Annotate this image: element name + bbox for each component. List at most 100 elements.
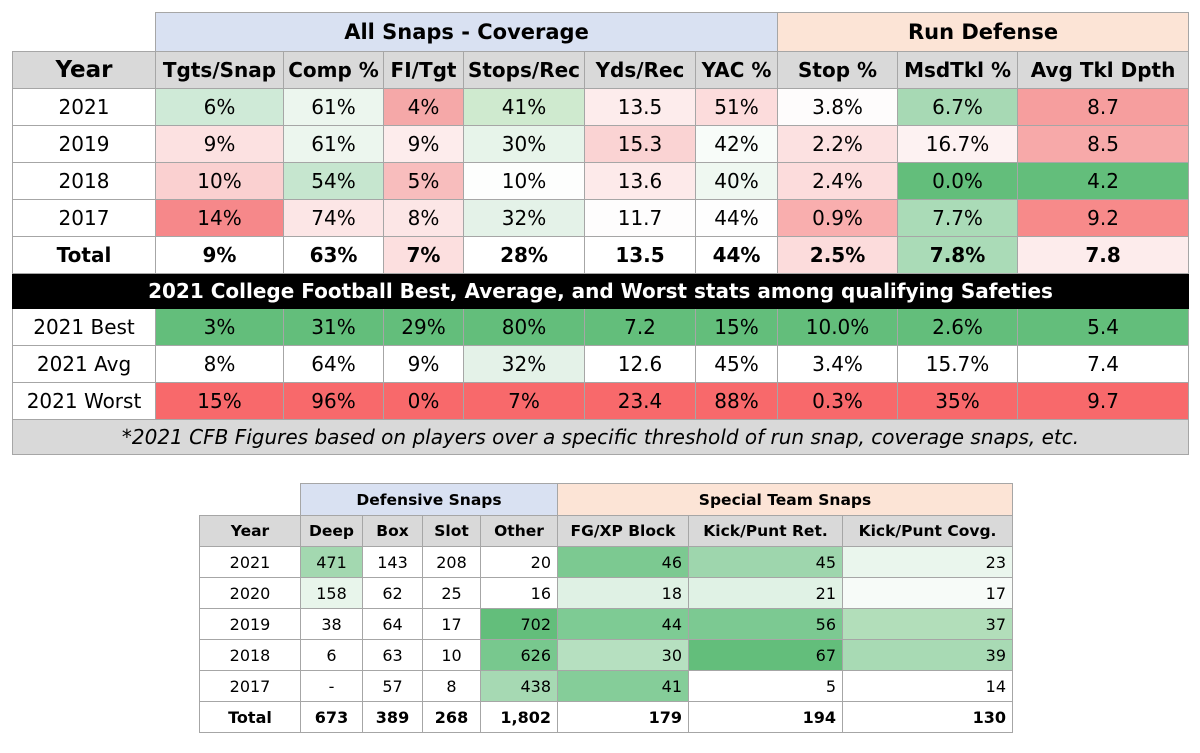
table-cell: 54% [283, 162, 384, 200]
table-cell: 30% [463, 125, 585, 163]
table-cell: 25 [422, 577, 481, 609]
table-row: 2019 38 64 17 702 44 56 37 [199, 608, 1014, 640]
table-cell: 4% [383, 88, 464, 126]
table-cell: 21 [688, 577, 844, 609]
table-cell: 6 [300, 639, 363, 671]
table-cell: 0% [383, 382, 464, 420]
table-cell: 194 [688, 701, 844, 733]
row-label: 2021 [199, 546, 301, 578]
table-cell: 8% [155, 345, 284, 383]
table-cell: 13.5 [584, 236, 696, 274]
column-header: Kick/Punt Covg. [842, 515, 1014, 547]
column-header: Other [479, 515, 559, 547]
table-cell: 9% [155, 236, 284, 274]
table-cell: 2.2% [777, 125, 899, 163]
row-label: Total [199, 701, 301, 733]
table-cell: 80% [463, 308, 585, 346]
column-header-row: Year Tgts/Snap Comp % FI/Tgt Stops/Rec Yds/Re… [12, 51, 1190, 89]
table-cell: 67 [688, 639, 844, 671]
table-row: Total 673 389 268 1,802 179 194 130 [199, 701, 1014, 733]
column-header: MsdTkl % [897, 51, 1019, 89]
table-row: Total 9% 63% 7% 28% 13.5 44% 2.5% 7.8% 7.8 [12, 236, 1190, 274]
table-cell: 62 [362, 577, 423, 609]
table-cell: 8.5 [1017, 125, 1190, 163]
column-header: Tgts/Snap [155, 51, 284, 89]
footnote-row: *2021 CFB Figures based on players over … [11, 419, 1190, 455]
table-cell: 13.5 [584, 88, 696, 126]
table-cell: 9.2 [1017, 199, 1190, 237]
reference-row: 2021 Best 3% 31% 29% 80% 7.2 15% 10.0% 2.6% 5.4 [12, 308, 1190, 346]
column-header: FI/Tgt [383, 51, 464, 89]
table-cell: 40% [694, 162, 779, 200]
row-label: 2017 [199, 670, 301, 702]
group-header-row: All Snaps - Coverage Run Defense [12, 12, 1190, 52]
reference-row: 2021 Worst 15% 96% 0% 7% 23.4 88% 0.3% 35% 9.7 [12, 382, 1190, 420]
table-cell: 41 [557, 670, 690, 702]
table-cell: 74% [283, 199, 384, 237]
table-cell: 9% [383, 125, 464, 163]
banner-text: 2021 College Football Best, Average, and… [11, 273, 1190, 309]
table-cell: 15% [694, 308, 779, 346]
table-cell: 42% [694, 125, 779, 163]
table-row: 2018 6 63 10 626 30 67 39 [199, 639, 1014, 671]
group-header: Special Team Snaps [557, 483, 1014, 516]
table-cell: 0.9% [777, 199, 899, 237]
table-cell: 5 [688, 670, 844, 702]
row-label: Total [12, 236, 156, 274]
table-cell: 15.3 [584, 125, 696, 163]
table-cell: 0.0% [897, 162, 1019, 200]
table-cell: 438 [479, 670, 559, 702]
table-cell: 8 [422, 670, 481, 702]
table-cell: 29% [383, 308, 464, 346]
column-header: Yds/Rec [584, 51, 696, 89]
group-header: Defensive Snaps [299, 483, 559, 516]
table-cell: 38 [300, 608, 363, 640]
column-header: Stop % [777, 51, 899, 89]
table-cell: 61% [283, 125, 384, 163]
table-cell: 32% [463, 199, 585, 237]
table-cell: 63 [362, 639, 423, 671]
table-cell: 56 [688, 608, 844, 640]
table-cell: 12.6 [584, 345, 696, 383]
column-header: Slot [422, 515, 481, 547]
column-header: Comp % [283, 51, 384, 89]
table-cell: 7.8 [1017, 236, 1190, 274]
row-label: 2021 Best [12, 308, 156, 346]
table-cell: 44% [694, 199, 779, 237]
table-cell: 57 [362, 670, 423, 702]
table-cell: 44 [557, 608, 690, 640]
table-cell: 7.7% [897, 199, 1019, 237]
table-cell: 5% [383, 162, 464, 200]
table-row: 2019 9% 61% 9% 30% 15.3 42% 2.2% 16.7% 8.5 [12, 125, 1190, 163]
reference-row: 2021 Avg 8% 64% 9% 32% 12.6 45% 3.4% 15.7% 7.4 [12, 345, 1190, 383]
table-row: 2020 158 62 25 16 18 21 17 [199, 577, 1014, 609]
group-header-empty [12, 12, 156, 52]
table-cell: 4.2 [1017, 162, 1190, 200]
table-cell: 51% [694, 88, 779, 126]
table-cell: 3.8% [777, 88, 899, 126]
table-cell: 7.8% [897, 236, 1019, 274]
group-header: Run Defense [777, 12, 1190, 52]
table-cell: 31% [283, 308, 384, 346]
banner-row: 2021 College Football Best, Average, and… [11, 273, 1190, 309]
column-header: Avg Tkl Dpth [1017, 51, 1190, 89]
table-cell: 9.7 [1017, 382, 1190, 420]
column-header: Stops/Rec [463, 51, 585, 89]
group-header-row: Defensive Snaps Special Team Snaps [199, 483, 1014, 516]
table-cell: 130 [842, 701, 1014, 733]
table-cell: 7.2 [584, 308, 696, 346]
table-cell: 6.7% [897, 88, 1019, 126]
table-cell: 179 [557, 701, 690, 733]
table-cell: 471 [300, 546, 363, 578]
row-label: 2021 Avg [12, 345, 156, 383]
table-cell: 7.4 [1017, 345, 1190, 383]
table-cell: 0.3% [777, 382, 899, 420]
table-cell: 64 [362, 608, 423, 640]
column-header: Kick/Punt Ret. [688, 515, 844, 547]
group-header-empty [199, 483, 301, 516]
row-label: 2020 [199, 577, 301, 609]
table-cell: 63% [283, 236, 384, 274]
row-label: 2021 Worst [12, 382, 156, 420]
row-label: 2019 [12, 125, 156, 163]
column-header: Box [362, 515, 423, 547]
